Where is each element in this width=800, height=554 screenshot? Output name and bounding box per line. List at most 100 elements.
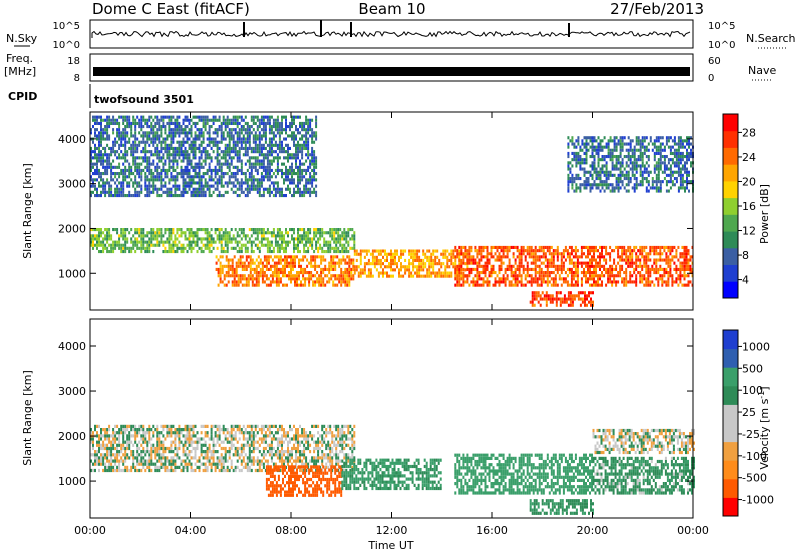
heatmap-cell <box>198 118 201 122</box>
heatmap-cell <box>148 240 151 244</box>
heatmap-cell <box>148 187 151 191</box>
heatmap-cell <box>102 131 105 135</box>
heatmap-cell <box>454 265 457 269</box>
heatmap-cell <box>150 243 153 247</box>
heatmap-cell <box>611 186 614 190</box>
heatmap-cell <box>218 240 221 244</box>
heatmap-cell <box>310 255 313 259</box>
heatmap-cell <box>295 156 297 160</box>
heatmap-cell <box>194 234 197 238</box>
heatmap-cell <box>174 118 177 122</box>
heatmap-cell <box>665 267 668 271</box>
heatmap-cell <box>226 143 229 147</box>
heatmap-cell <box>194 156 197 160</box>
heatmap-cell <box>595 267 597 271</box>
heatmap-cell <box>585 261 587 265</box>
heatmap-cell <box>244 146 247 150</box>
heatmap-cell <box>585 183 588 187</box>
heatmap-cell <box>116 184 119 188</box>
heatmap-cell <box>150 237 153 241</box>
heatmap-cell <box>104 125 107 129</box>
heatmap-cell <box>287 159 289 163</box>
heatmap-cell <box>134 146 137 150</box>
heatmap-cell <box>190 118 193 122</box>
heatmap-cell <box>162 240 165 244</box>
heatmap-cell <box>621 158 624 162</box>
heatmap-cell <box>341 234 344 238</box>
heatmap-cell <box>412 249 415 253</box>
heatmap-cell <box>580 277 583 281</box>
heatmap-cell <box>242 118 245 122</box>
heatmap-cell <box>566 283 569 287</box>
heatmap-cell <box>388 262 390 266</box>
heatmap-cell <box>278 234 281 238</box>
heatmap-cell <box>204 128 207 132</box>
heatmap-cell <box>432 258 435 262</box>
heatmap-cell <box>248 240 251 244</box>
heatmap-cell <box>531 300 534 304</box>
heatmap-cell <box>454 255 457 259</box>
heatmap-cell <box>588 294 590 298</box>
heatmap-cell <box>204 146 207 150</box>
heatmap-cell <box>148 194 151 198</box>
heatmap-cell <box>202 131 205 135</box>
heatmap-cell <box>160 143 163 147</box>
heatmap-cell <box>164 146 167 150</box>
heatmap-cell <box>422 268 425 272</box>
heatmap-cell <box>633 183 636 187</box>
heatmap-cell <box>146 250 149 254</box>
heatmap-cell <box>106 228 109 232</box>
heatmap-cell <box>160 175 163 179</box>
heatmap-cell <box>587 277 589 281</box>
heatmap-cell <box>134 131 137 135</box>
heatmap-cell <box>260 143 263 147</box>
heatmap-cell <box>311 237 314 241</box>
heatmap-cell <box>220 178 223 182</box>
heatmap-cell <box>156 234 159 238</box>
heatmap-cell <box>176 246 179 250</box>
heatmap-cell <box>221 271 224 275</box>
heatmap-cell <box>516 280 519 284</box>
heatmap-cell <box>297 115 299 119</box>
heatmap-cell <box>102 153 105 157</box>
heatmap-cell <box>238 150 241 154</box>
heatmap-cell <box>126 194 129 198</box>
heatmap-cell <box>142 140 145 144</box>
heatmap-cell <box>196 231 199 235</box>
heatmap-cell <box>645 136 648 140</box>
heatmap-cell <box>108 165 111 169</box>
heatmap-cell <box>268 240 271 244</box>
heatmap-cell <box>102 162 105 166</box>
heatmap-cell <box>234 131 237 135</box>
heatmap-cell <box>232 118 235 122</box>
heatmap-cell <box>629 148 632 152</box>
heatmap-cell <box>238 134 241 138</box>
heatmap-cell <box>338 274 341 278</box>
heatmap-cell <box>643 148 646 152</box>
heatmap-cell <box>98 240 100 244</box>
heatmap-cell <box>190 143 193 147</box>
heatmap-cell <box>104 131 107 135</box>
heatmap-cell <box>524 283 527 287</box>
heatmap-cell <box>657 245 660 249</box>
heatmap-cell <box>552 258 555 262</box>
heatmap-cell <box>432 268 435 272</box>
heatmap-cell <box>284 258 286 262</box>
heatmap-cell <box>188 118 191 122</box>
heatmap-cell <box>249 261 252 265</box>
heatmap-cell <box>172 228 175 232</box>
heatmap-cell <box>324 258 327 262</box>
heatmap-cell <box>206 121 209 125</box>
heatmap-cell <box>96 228 98 232</box>
heatmap-cell <box>579 145 582 149</box>
heatmap-cell <box>675 264 678 268</box>
heatmap-cell <box>645 245 648 249</box>
heatmap-cell <box>130 153 133 157</box>
heatmap-cell <box>297 128 299 132</box>
heatmap-cell <box>132 172 135 176</box>
heatmap-cell <box>309 172 312 176</box>
heatmap-cell <box>633 164 636 168</box>
heatmap-cell <box>448 252 451 256</box>
heatmap-cell <box>293 178 295 182</box>
heatmap-cell <box>500 277 503 281</box>
